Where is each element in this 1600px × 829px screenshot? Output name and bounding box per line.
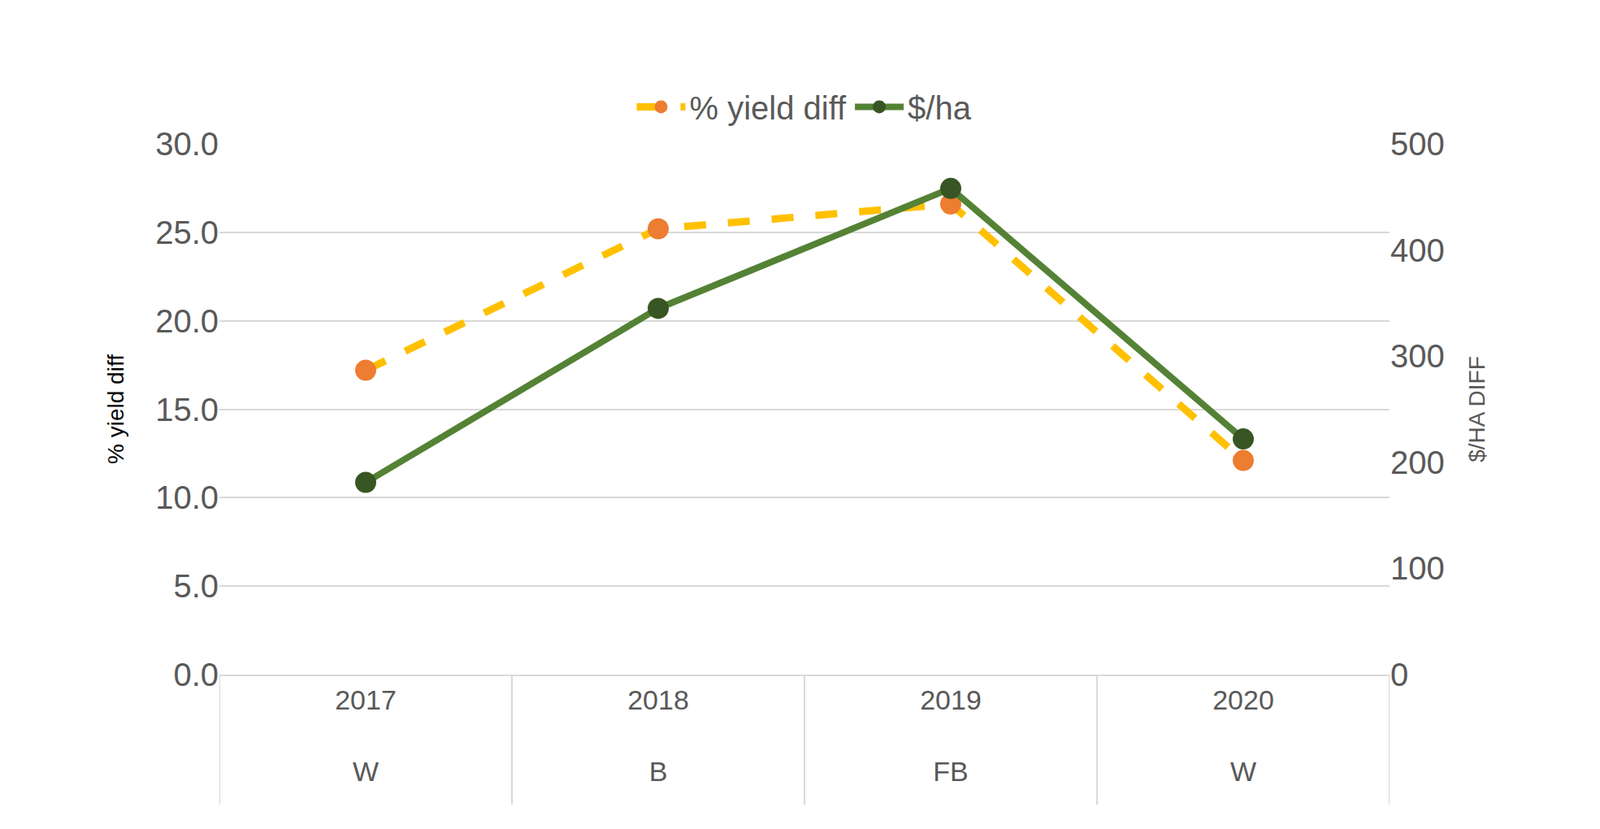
svg-text:0: 0	[1390, 656, 1409, 693]
svg-text:10.0: 10.0	[155, 479, 219, 516]
svg-text:5.0: 5.0	[173, 568, 219, 604]
svg-text:$/HA DIFF: $/HA DIFF	[1464, 355, 1490, 463]
svg-text:500: 500	[1390, 125, 1445, 162]
svg-text:0.0: 0.0	[173, 656, 219, 693]
svg-text:15.0: 15.0	[155, 391, 219, 428]
svg-text:% yield diff: % yield diff	[103, 354, 129, 464]
svg-text:400: 400	[1390, 232, 1445, 269]
svg-text:2020W: 2020W	[1212, 684, 1275, 787]
svg-text:$/ha: $/ha	[907, 90, 972, 126]
svg-text:2019FB: 2019FB	[919, 684, 982, 787]
svg-text:100: 100	[1390, 550, 1445, 586]
svg-text:300: 300	[1390, 338, 1445, 374]
svg-text:20.0: 20.0	[155, 303, 219, 339]
svg-text:2017W: 2017W	[334, 684, 397, 787]
svg-text:200: 200	[1390, 444, 1445, 481]
svg-text:% yield diff: % yield diff	[689, 90, 848, 126]
svg-text:2018B: 2018B	[627, 684, 690, 787]
svg-text:30.0: 30.0	[155, 125, 219, 162]
svg-text:25.0: 25.0	[155, 214, 219, 251]
